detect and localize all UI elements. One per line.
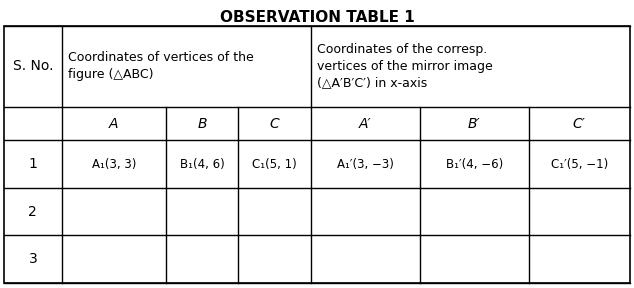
Text: B₁(4, 6): B₁(4, 6) — [179, 158, 224, 170]
Text: C₁′(5, −1): C₁′(5, −1) — [551, 158, 608, 170]
Text: A: A — [109, 117, 119, 131]
Text: A′: A′ — [359, 117, 372, 131]
Text: C₁(5, 1): C₁(5, 1) — [252, 158, 297, 170]
Text: 1: 1 — [29, 157, 37, 171]
Text: A₁′(3, −3): A₁′(3, −3) — [337, 158, 394, 170]
Text: C′: C′ — [573, 117, 586, 131]
Text: A₁(3, 3): A₁(3, 3) — [91, 158, 136, 170]
Text: OBSERVATION TABLE 1: OBSERVATION TABLE 1 — [219, 10, 415, 25]
Text: Coordinates of vertices of the
figure (△ABC): Coordinates of vertices of the figure (△… — [68, 52, 254, 82]
Text: S. No.: S. No. — [13, 60, 53, 73]
Bar — [4, 26, 630, 283]
Text: 2: 2 — [29, 205, 37, 219]
Text: B: B — [197, 117, 207, 131]
Text: C: C — [269, 117, 280, 131]
Text: 3: 3 — [29, 252, 37, 266]
Text: B₁′(4, −6): B₁′(4, −6) — [446, 158, 503, 170]
Text: B′: B′ — [468, 117, 481, 131]
Text: Coordinates of the corresp.
vertices of the mirror image
(△A′B′C′) in x-axis: Coordinates of the corresp. vertices of … — [316, 43, 493, 90]
